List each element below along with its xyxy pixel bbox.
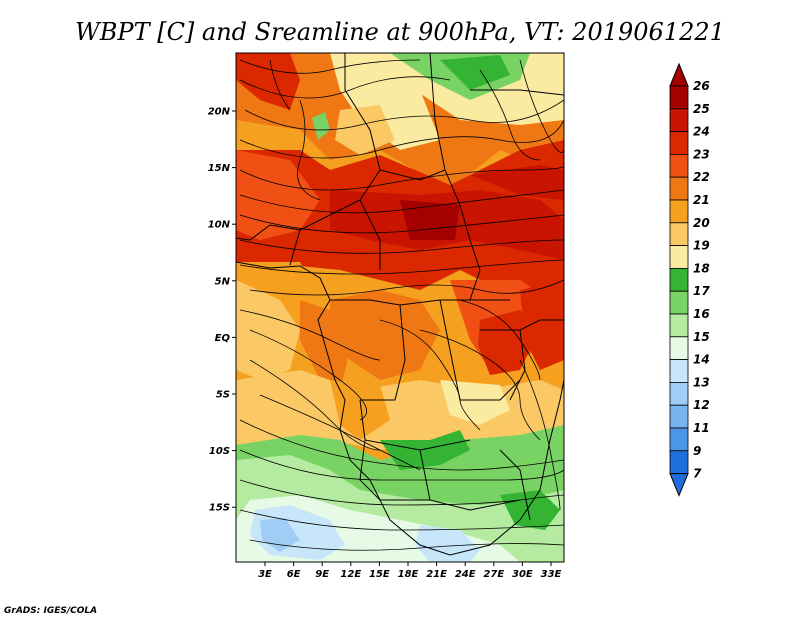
colorbar-label: 24 bbox=[693, 125, 710, 139]
colorbar-segment bbox=[669, 290, 689, 315]
colorbar-segment bbox=[669, 450, 689, 474]
latitude-axis: 20N 15N 10N 5N EQ 5S 10S 15S bbox=[208, 107, 236, 514]
lon-tick-label: 33E bbox=[541, 569, 562, 580]
lon-tick-label: 9E bbox=[315, 569, 329, 580]
colorbar-label: 21 bbox=[693, 193, 710, 207]
colorbar-label: 19 bbox=[693, 239, 710, 253]
lon-tick-label: 27E bbox=[483, 569, 504, 580]
grads-credit: GrADS: IGES/COLA bbox=[4, 606, 97, 616]
colorbar-label: 12 bbox=[693, 398, 710, 412]
colorbar-label: 7 bbox=[693, 467, 702, 481]
lon-tick-label: 30E bbox=[512, 569, 533, 580]
colorbar-segment bbox=[669, 131, 689, 155]
colorbar-segment bbox=[669, 153, 689, 178]
lon-tick-label: 6E bbox=[287, 569, 301, 580]
colorbar-label: 13 bbox=[693, 375, 710, 389]
colorbar-label: 16 bbox=[693, 307, 710, 321]
lon-tick-label: 12E bbox=[340, 569, 361, 580]
colorbar-segment bbox=[669, 222, 689, 247]
colorbar-label: 17 bbox=[693, 284, 710, 298]
colorbar-label: 15 bbox=[693, 330, 710, 344]
lat-tick-label: 15S bbox=[209, 503, 230, 514]
colorbar-top-arrow bbox=[669, 62, 689, 87]
lat-tick-label: 10S bbox=[209, 446, 230, 457]
colorbar-label: 23 bbox=[693, 147, 710, 161]
map-title: WBPT [C] and Sreamline at 900hPa, VT: 20… bbox=[75, 18, 725, 46]
lon-tick-label: 3E bbox=[258, 569, 272, 580]
lon-tick-label: 21E bbox=[426, 569, 447, 580]
colorbar-label: 26 bbox=[693, 79, 710, 93]
colorbar-segment bbox=[669, 85, 689, 110]
lat-tick-label: 10N bbox=[208, 220, 231, 231]
colorbar-segment bbox=[669, 381, 689, 406]
colorbar-segment bbox=[669, 404, 689, 429]
colorbar-label: 11 bbox=[693, 421, 710, 435]
colorbar: 26 25 24 23 22 21 20 19 18 17 16 15 14 13 12 11 9 7 bbox=[669, 62, 710, 497]
lat-tick-label: 20N bbox=[208, 107, 231, 118]
colorbar-label: 14 bbox=[693, 353, 710, 367]
streamlines bbox=[239, 59, 564, 551]
lon-tick-label: 24E bbox=[455, 569, 476, 580]
longitude-axis: 3E 6E 9E 12E 15E 18E 21E 24E 27E 30E 33E bbox=[258, 562, 562, 580]
colorbar-segment bbox=[669, 313, 689, 338]
colorbar-label: 9 bbox=[693, 444, 701, 458]
colorbar-segment bbox=[669, 245, 689, 269]
colorbar-label: 25 bbox=[693, 102, 710, 116]
lat-tick-label: 5S bbox=[216, 390, 230, 401]
colorbar-bottom-arrow bbox=[669, 473, 689, 497]
lat-tick-label: EQ bbox=[215, 333, 231, 344]
lat-tick-label: 15N bbox=[208, 163, 231, 174]
country-borders bbox=[236, 53, 564, 556]
colorbar-label: 18 bbox=[693, 261, 710, 275]
colorbar-segment bbox=[669, 176, 689, 201]
lon-tick-label: 15E bbox=[369, 569, 390, 580]
lon-tick-label: 18E bbox=[398, 569, 419, 580]
lat-tick-label: 5N bbox=[215, 276, 231, 287]
colorbar-segment bbox=[669, 427, 689, 452]
colorbar-label: 22 bbox=[693, 170, 710, 184]
colorbar-segment bbox=[669, 359, 689, 383]
map-panel bbox=[236, 53, 564, 562]
colorbar-label: 20 bbox=[693, 216, 710, 230]
colorbar-segment bbox=[669, 336, 689, 360]
colorbar-segment bbox=[669, 267, 689, 292]
colorbar-segment bbox=[669, 108, 689, 133]
map-frame bbox=[235, 52, 565, 563]
colorbar-segment bbox=[669, 199, 689, 224]
